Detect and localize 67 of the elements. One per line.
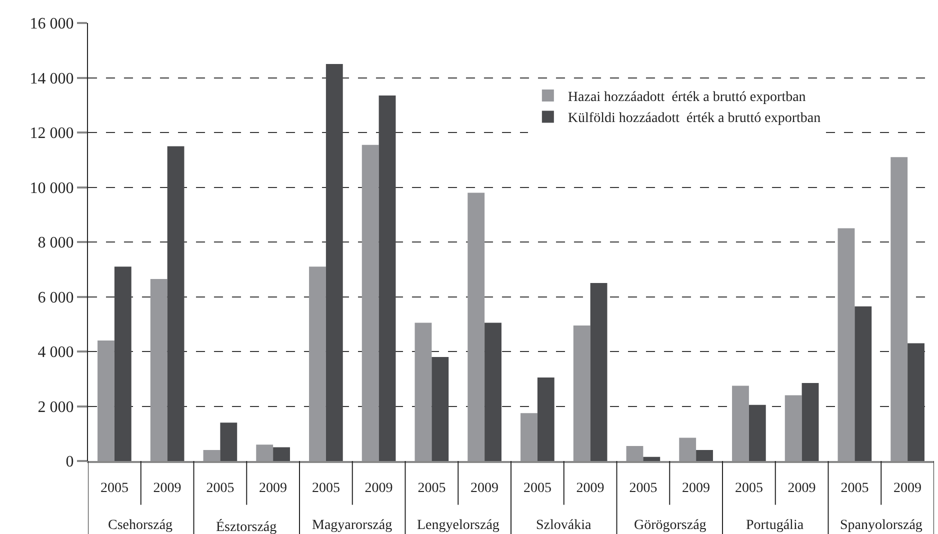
bar (220, 422, 238, 461)
x-tick-label: 2005 (100, 480, 128, 496)
bar (98, 340, 114, 461)
x-tick-label: 2009 (894, 480, 922, 496)
bar (908, 343, 924, 461)
bar (626, 446, 644, 461)
bar (378, 96, 396, 461)
text: Görögország (634, 518, 706, 533)
text: Észtország (216, 518, 277, 534)
text: Lengyelország (417, 518, 500, 533)
legend-label: Hazai hozzáadott érték a bruttó exportban (568, 90, 806, 105)
y-tick-label: 10 000 (30, 180, 74, 197)
bar (326, 64, 343, 461)
y-tick-label: 2 000 (38, 398, 74, 416)
x-tick-label: 2005 (418, 480, 446, 496)
y-tick-label: 12 000 (30, 125, 74, 142)
bar (590, 283, 608, 461)
x-tick-label: 2009 (682, 480, 710, 496)
x-tick-label: 2005 (523, 480, 552, 496)
x-tick-label: 2009 (153, 480, 182, 496)
bar (256, 444, 274, 461)
bar (573, 325, 590, 461)
x-tick-label: 2005 (840, 480, 869, 496)
bar (679, 438, 696, 461)
x-tick-label: 2009 (364, 480, 393, 496)
text: Portugália (746, 518, 804, 533)
bar (784, 395, 802, 461)
bar (537, 378, 554, 461)
bar (643, 456, 660, 461)
y-tick-label: 0 (66, 454, 74, 471)
text: Csehország (108, 518, 173, 533)
x-tick-label: 2009 (470, 480, 499, 496)
y-tick-label: 16 000 (30, 16, 74, 33)
bar (167, 146, 184, 461)
bar (362, 144, 379, 461)
bar (414, 322, 432, 461)
bar (432, 356, 449, 461)
x-tick-label: 2009 (788, 480, 816, 496)
x-tick-label: 2005 (206, 480, 234, 496)
bar (273, 447, 290, 461)
x-tick-label: 2009 (576, 480, 604, 496)
y-tick-label: 8 000 (38, 234, 74, 252)
x-tick-label: 2005 (629, 480, 658, 496)
bar (484, 322, 502, 461)
bar (838, 228, 855, 461)
y-tick-label: 14 000 (30, 70, 74, 88)
bar (732, 386, 749, 461)
y-tick-label: 4 000 (38, 344, 74, 362)
legend-label: Külföldi hozzáadott érték a bruttó exportban (568, 111, 821, 126)
y-tick-label: 6 000 (38, 289, 74, 306)
x-tick-label: 2005 (734, 480, 763, 496)
bar (114, 266, 132, 461)
bar (468, 192, 485, 461)
bar (854, 306, 872, 461)
bar (696, 450, 713, 461)
bar (748, 404, 766, 461)
bar (203, 450, 220, 461)
bar (802, 382, 819, 461)
x-tick-label: 2005 (312, 480, 340, 496)
bar (309, 266, 326, 461)
text: Szlovákia (536, 518, 592, 533)
x-tick-label: 2009 (259, 480, 288, 496)
bar (150, 278, 168, 461)
bar (520, 413, 538, 461)
bar (890, 157, 908, 461)
text: Spanyolország (840, 518, 922, 533)
text: Magyarország (312, 518, 392, 533)
